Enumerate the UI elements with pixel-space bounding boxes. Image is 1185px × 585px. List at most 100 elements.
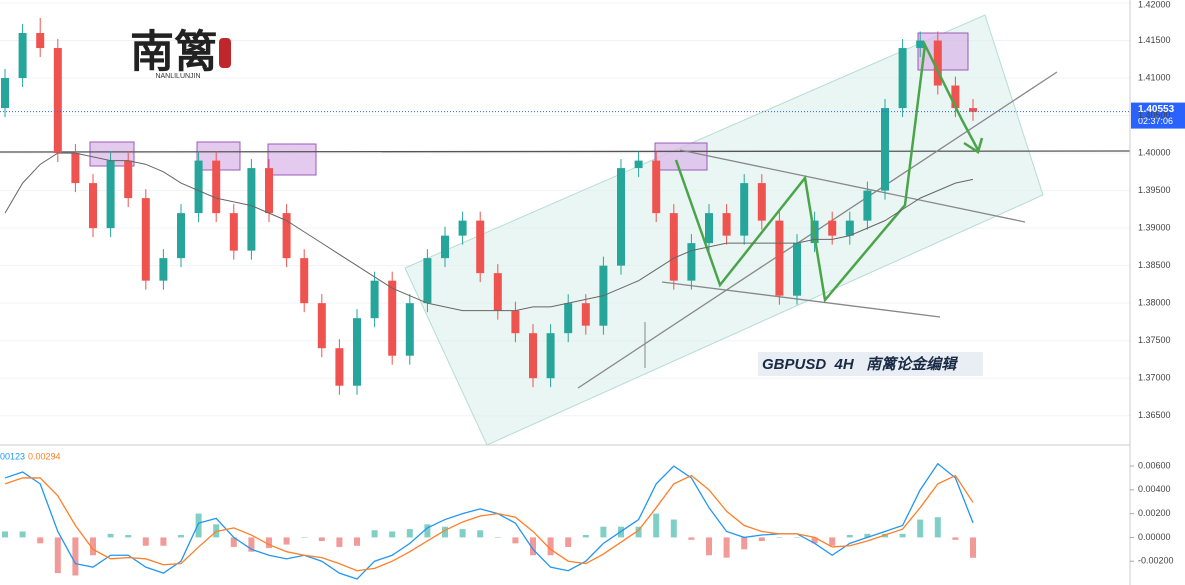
candle-body	[159, 258, 168, 281]
candle-body	[300, 258, 309, 304]
candle-body	[388, 280, 397, 356]
candle-body	[53, 48, 62, 154]
candle-body	[229, 213, 238, 251]
histogram-bar	[899, 533, 906, 538]
countdown: 02:37:06	[1138, 116, 1173, 126]
histogram-bar	[389, 531, 396, 538]
candle-body	[405, 303, 414, 356]
histogram-bar	[178, 535, 184, 538]
macd-line	[4, 462, 974, 580]
candle-body	[71, 153, 80, 184]
signal-value: 0.00294	[28, 451, 61, 461]
candle-body	[458, 220, 467, 236]
histogram-bar	[917, 519, 924, 538]
y-tick-label: 0.00600	[1138, 460, 1171, 470]
candle-body	[335, 348, 344, 386]
macd-line	[4, 474, 974, 572]
histogram-bar	[54, 537, 61, 574]
histogram-bar	[283, 537, 290, 545]
candle-body	[441, 235, 449, 259]
histogram-bar	[547, 537, 554, 556]
y-tick-label: 1.38500	[1138, 260, 1171, 270]
histogram-bar	[107, 533, 114, 538]
logo-subtitle: NANLILUNJIN	[155, 73, 200, 80]
candle-body	[89, 183, 97, 229]
histogram-bar	[301, 537, 308, 538]
histogram-bar	[318, 537, 325, 541]
candle-body	[18, 33, 27, 79]
y-tick-label: 0.00000	[1138, 532, 1171, 542]
histogram-bar	[72, 537, 79, 576]
trend-line	[679, 149, 1026, 223]
candle-body	[212, 160, 221, 214]
histogram-bar	[846, 535, 853, 538]
histogram-bar	[477, 530, 484, 538]
candle-body	[317, 303, 326, 349]
arrow-head	[963, 137, 984, 154]
moving-average	[4, 152, 974, 312]
histogram-bar	[406, 529, 413, 538]
histogram-bar	[2, 531, 8, 538]
candle-body	[687, 243, 696, 281]
candle-body	[265, 168, 273, 214]
histogram-bar	[600, 526, 607, 538]
histogram-bar	[494, 537, 501, 538]
histogram-bar	[512, 537, 519, 544]
y-tick-label: 0.00200	[1138, 508, 1171, 518]
y-tick-label: 1.36500	[1138, 410, 1171, 420]
wave-path	[674, 40, 980, 303]
histogram-bar	[248, 537, 255, 552]
candle-body	[282, 213, 291, 259]
candle-body	[511, 310, 520, 334]
histogram-bar	[934, 517, 941, 538]
candle-body	[898, 48, 907, 109]
candle-body	[106, 160, 115, 229]
y-tick-label: 1.37500	[1138, 335, 1171, 345]
candle-body	[581, 303, 590, 326]
candle-body	[705, 213, 713, 244]
candle-body	[546, 333, 555, 379]
histogram-bar	[336, 537, 343, 547]
histogram-bar	[530, 537, 536, 556]
histogram-bar	[354, 537, 360, 546]
candle-body	[793, 243, 801, 296]
histogram-bar	[706, 537, 712, 556]
histogram-bar	[442, 526, 448, 538]
y-tick-label: 1.37000	[1138, 373, 1171, 383]
candle-body	[1, 78, 9, 109]
candle-body	[177, 213, 185, 259]
watermark: GBPUSD 4H 南篱论金编辑	[762, 355, 958, 373]
histogram-bar	[741, 537, 748, 550]
candle-body	[757, 183, 766, 221]
candle-body	[36, 33, 45, 49]
histogram-bar	[794, 537, 800, 538]
candle-body	[194, 160, 203, 214]
candle-body	[722, 213, 731, 236]
price-tag	[1131, 102, 1185, 129]
histogram-bar	[142, 537, 149, 546]
macd-value: 00123	[0, 451, 25, 461]
histogram-bar	[776, 537, 783, 538]
candle-body	[863, 190, 872, 221]
candle-body	[370, 280, 379, 319]
histogram-bar	[635, 526, 642, 538]
candle-body	[423, 258, 432, 304]
candle-body	[564, 303, 573, 334]
candle-body	[933, 40, 942, 86]
horizontal-line	[0, 150, 1131, 153]
histogram-bar	[653, 513, 660, 538]
candle-body	[529, 333, 537, 379]
resistance-box	[267, 143, 317, 176]
candle-body	[775, 220, 784, 296]
histogram-bar	[758, 537, 765, 541]
last-price: 1.40553	[1138, 104, 1175, 115]
candle-body	[634, 160, 643, 169]
trend-line	[661, 281, 941, 318]
logo-seal	[219, 38, 231, 68]
candle-body	[493, 273, 502, 311]
top-box	[917, 32, 969, 71]
histogram-bar	[565, 537, 572, 547]
histogram-bar	[952, 537, 959, 540]
candle-body	[353, 318, 361, 386]
y-tick-label: 1.40500	[1138, 110, 1171, 120]
